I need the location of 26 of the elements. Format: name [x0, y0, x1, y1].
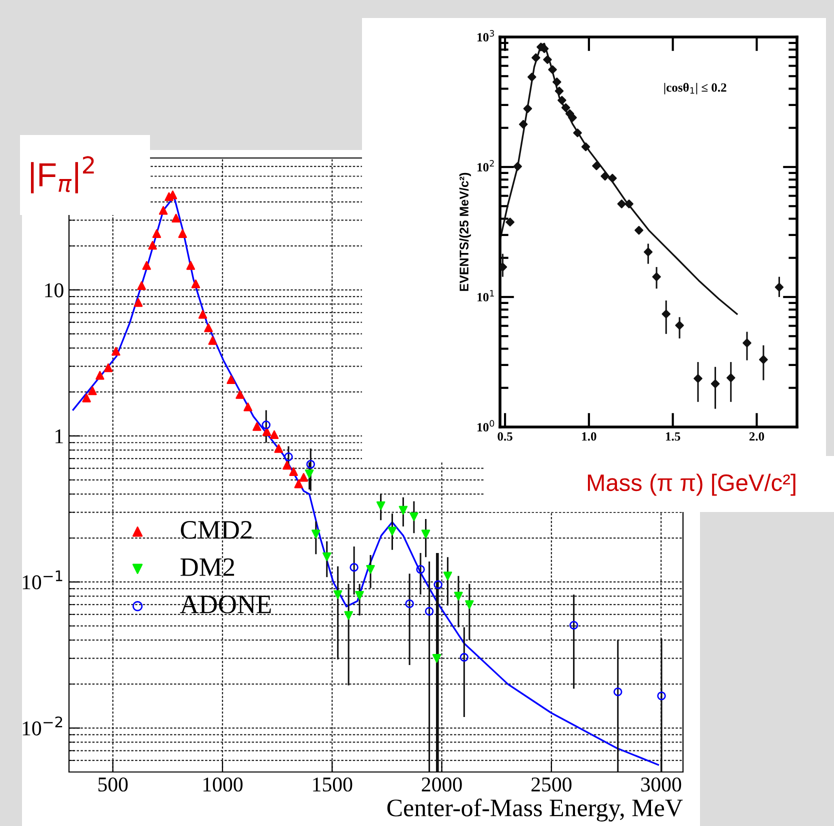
x-axis-title: Mass (π π) [GeV/c²]: [588, 474, 796, 496]
x-tick-label: 2500: [532, 777, 572, 792]
y-axis-title: |F$_{π}$|$^{2}$: [30, 156, 94, 194]
x-tick-label: 2000: [422, 777, 462, 792]
x-axis-title: Center-of-Mass Energy, MeV: [387, 798, 683, 822]
y-tick-label: 10: [45, 283, 64, 298]
y-tick-label: 10$^{3}$: [478, 30, 494, 42]
x-tick-label: 0.5: [498, 432, 512, 441]
legend-label: CMD2: [180, 521, 252, 539]
y-tick-label: 10$^{−1}$: [22, 570, 62, 590]
y-tick-label: 10$^{−2}$: [22, 716, 62, 736]
x-tick-label: 3000: [641, 777, 682, 792]
x-tick-label: 1.5: [666, 432, 680, 441]
legend-label: DM2: [180, 558, 234, 576]
y-tick-label: 1: [56, 429, 63, 444]
x-tick-label: 1500: [313, 777, 352, 792]
x-tick-label: 2.0: [749, 432, 764, 441]
y-tick-label: 10$^{2}$: [478, 160, 494, 172]
legend-label: ADONE: [180, 596, 271, 614]
x-tick-label: 1.0: [582, 432, 596, 441]
annotation: |cosθ$_{1}$| ≤ 0.2: [664, 82, 726, 94]
x-tick-label: 500: [98, 777, 128, 792]
y-tick-label: 10$^{1}$: [478, 290, 494, 302]
x-tick-label: 1000: [204, 777, 243, 792]
y-tick-label: 10$^{0}$: [478, 420, 494, 432]
y-axis-title: EVENTS/(25 MeV/c²): [459, 172, 471, 291]
